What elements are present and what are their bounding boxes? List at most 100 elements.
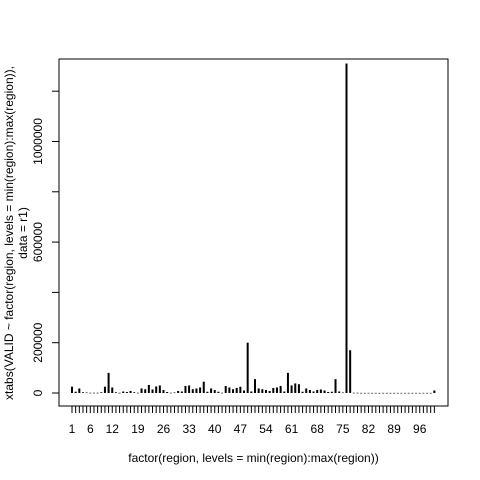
bar-61 (290, 385, 293, 393)
bar-68 (316, 389, 319, 393)
bar-59 (283, 391, 286, 393)
bar-97 (422, 392, 425, 394)
bar-77 (349, 350, 352, 393)
bar-10 (103, 386, 106, 393)
x-tick-label-54: 54 (259, 422, 273, 436)
bar-21 (144, 389, 147, 393)
bar-8 (96, 392, 99, 394)
bar-37 (202, 381, 205, 393)
bar-1 (71, 386, 73, 393)
bar-12 (111, 387, 114, 393)
x-axis: 1 6 12 19 26 33 40 47 54 61 68 75 82 89 96 (69, 406, 435, 436)
y-tick-label-200000: 200000 (31, 322, 45, 362)
bar-57 (275, 387, 278, 393)
bar-75 (341, 392, 344, 394)
bar-43 (224, 385, 227, 393)
bar-34 (191, 389, 194, 393)
bar-19 (136, 392, 139, 394)
bar-92 (404, 392, 407, 394)
x-tick-label-89: 89 (387, 422, 401, 436)
bar-14 (118, 392, 121, 394)
y-axis-label-line-2: data = r1) (16, 207, 30, 259)
bar-85 (378, 392, 381, 394)
x-tick-label-6: 6 (87, 422, 94, 436)
bar-74 (338, 391, 341, 393)
bar-13 (114, 392, 117, 393)
bar-84 (374, 392, 377, 394)
x-tick-label-1: 1 (69, 422, 76, 436)
bar-98 (426, 392, 429, 394)
bar-80 (360, 392, 363, 394)
bar-7 (92, 392, 95, 394)
bar-17 (129, 390, 132, 393)
bar-82 (367, 392, 370, 394)
x-tick-label-96: 96 (413, 422, 427, 436)
x-tick-label-33: 33 (182, 422, 196, 436)
bar-91 (400, 392, 403, 394)
bar-5 (85, 392, 88, 394)
bar-50 (250, 391, 253, 393)
y-tick-label-1000000: 1000000 (31, 118, 45, 165)
bar-83 (371, 392, 374, 394)
bar-48 (243, 390, 246, 393)
x-tick-label-47: 47 (234, 422, 248, 436)
bar-30 (177, 390, 180, 393)
bar-20 (140, 388, 143, 393)
x-axis-label: factor(region, levels = min(region):max(… (128, 451, 378, 465)
bar-36 (199, 387, 202, 393)
bar-24 (155, 386, 158, 393)
bar-99 (429, 392, 432, 394)
bar-96 (418, 392, 421, 394)
bar-11 (107, 372, 110, 393)
bar-27 (166, 391, 169, 393)
bar-51 (254, 379, 256, 393)
bar-25 (158, 385, 161, 393)
bar-32 (184, 385, 187, 393)
bar-6 (89, 392, 92, 394)
bar-86 (382, 392, 385, 394)
bar-9 (100, 392, 103, 393)
bar-64 (301, 391, 304, 393)
bar-53 (261, 389, 264, 393)
bar-62 (294, 383, 297, 393)
bar-16 (125, 391, 128, 393)
bar-70 (323, 390, 326, 393)
bar-29 (173, 392, 176, 394)
bar-60 (286, 372, 289, 393)
bar-40 (213, 389, 216, 393)
bar-94 (411, 392, 414, 394)
bar-22 (147, 384, 150, 393)
bar-46 (235, 387, 238, 393)
bar-28 (169, 392, 172, 394)
bar-47 (239, 386, 242, 393)
x-tick-label-75: 75 (336, 422, 350, 436)
bar-55 (268, 390, 271, 393)
bar-71 (327, 391, 330, 393)
bar-79 (356, 392, 359, 394)
bar-2 (74, 391, 77, 393)
x-tick-label-12: 12 (106, 422, 120, 436)
bar-72 (330, 391, 333, 393)
x-tick-label-26: 26 (157, 422, 171, 436)
bar-31 (180, 391, 183, 393)
bar-90 (396, 392, 399, 394)
y-axis-label-line-1: xtabs(VALID ~ factor(region, levels = mi… (2, 66, 16, 400)
bars-group (71, 63, 436, 394)
bar-73 (334, 379, 337, 393)
bar-42 (221, 392, 224, 394)
bar-35 (195, 388, 198, 393)
bar-45 (232, 389, 235, 393)
x-tick-label-68: 68 (311, 422, 325, 436)
bar-49 (246, 342, 249, 393)
bar-3 (78, 388, 81, 393)
x-tick-label-61: 61 (285, 422, 299, 436)
bar-81 (363, 392, 366, 394)
plot-box (58, 58, 449, 407)
x-tick-label-82: 82 (362, 422, 376, 436)
bar-39 (210, 388, 213, 393)
bar-41 (217, 391, 220, 393)
y-tick-label-0: 0 (31, 389, 45, 396)
bar-58 (279, 385, 282, 393)
bar-18 (133, 392, 136, 393)
